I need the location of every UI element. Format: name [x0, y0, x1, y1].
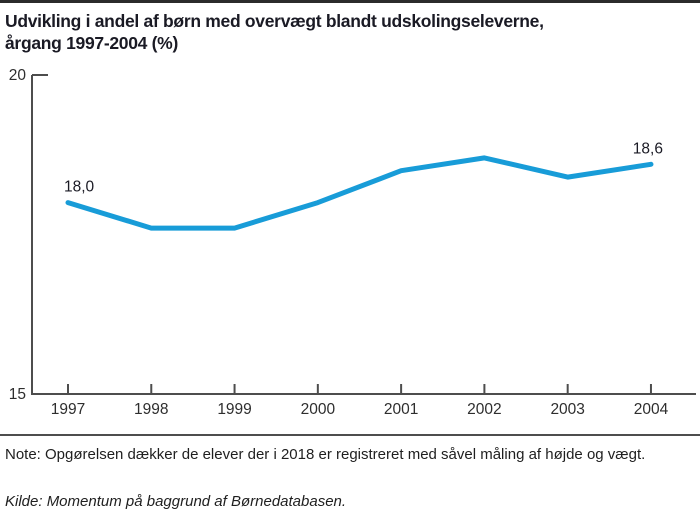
x-axis-tick-label: 1998: [134, 401, 168, 418]
data-point-label: 18,6: [633, 140, 663, 157]
note-text: Note: Opgørelsen dækker de elever der i …: [5, 446, 646, 463]
x-axis-tick-label: 2000: [301, 401, 336, 418]
chart-title: Udvikling i andel af børn med overvægt b…: [5, 10, 685, 54]
y-axis-tick-label: 20: [9, 67, 27, 84]
chart-title-line1: Udvikling i andel af børn med overvægt b…: [5, 11, 544, 31]
x-axis-tick-label: 2001: [384, 401, 418, 418]
axes: [31, 74, 696, 395]
x-axis-tick-label: 2004: [634, 401, 669, 418]
x-axis-tick-label: 2002: [467, 401, 501, 418]
data-point-label: 18,0: [64, 179, 95, 196]
x-axis-tick-label: 2003: [550, 401, 584, 418]
footer-divider: [0, 434, 700, 436]
x-axis-tick-label: 1999: [217, 401, 251, 418]
trend-line: [65, 155, 654, 231]
line-chart: 20 15 1997 1998 1999 2000 2001 2002 2003 2004 18,0…: [9, 67, 696, 418]
source-text: Kilde: Momentum på baggrund af Børnedata…: [5, 493, 347, 510]
chart-title-line2: årgang 1997-2004 (%): [5, 33, 178, 53]
y-axis-tick-label: 15: [9, 386, 26, 403]
x-axis-tick-label: 1997: [51, 401, 85, 418]
